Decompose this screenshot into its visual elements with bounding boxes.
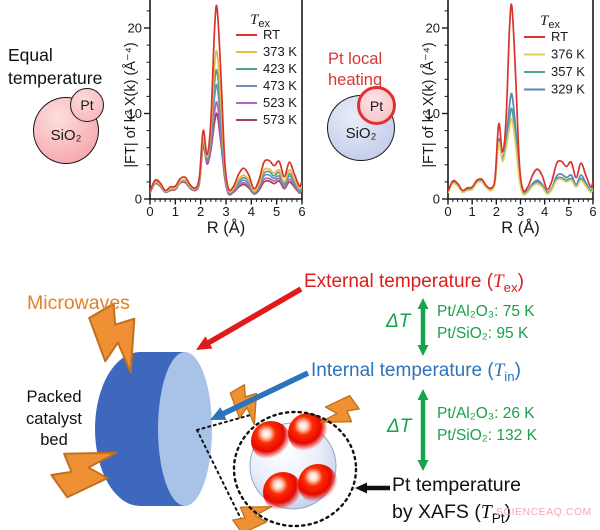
x-tick-label: 4 — [248, 204, 255, 219]
external-temperature-label: External temperature (Tex) — [304, 271, 524, 295]
x-axis-label: R (Å) — [207, 218, 246, 237]
pt-local-heating-line2: heating — [328, 71, 383, 89]
chart-2: 0 10 20 0 1 2 3 4 5 6 R (Å) |FT| of k³ X(k) (Å⁻⁴) Te… — [420, 0, 597, 237]
x-tick-label: 5 — [565, 204, 572, 219]
legend-label-373 K: 373 K — [263, 44, 297, 59]
x-tick-label: 6 — [298, 204, 305, 219]
pt-temperature-label: Pt temperature by XAFS (TPt) — [392, 474, 521, 526]
delta-t-2-row-silica: Pt/SiO₂: 132 K — [437, 427, 537, 444]
pt-local-heating-line1: Pt local — [328, 50, 383, 68]
x-tick-label: 3 — [517, 204, 524, 219]
cylinder-face — [158, 352, 212, 506]
x-tick-label: 1 — [172, 204, 179, 219]
x-tick-label: 3 — [222, 204, 229, 219]
y-tick-label: 10 — [128, 106, 142, 121]
curve-376 K — [448, 117, 593, 196]
legend-title: Tex — [540, 13, 560, 31]
delta-t-1-arrow — [417, 298, 429, 356]
microwave-bolt-icon-top — [88, 302, 136, 374]
legend-title: Tex — [250, 12, 270, 30]
pt-particle-heating: Pt — [357, 86, 396, 125]
pt-particle-equal: Pt — [70, 88, 104, 122]
x-tick-label: 4 — [541, 204, 548, 219]
external-temp-arrow — [196, 286, 303, 350]
catalyst-bed-cylinder — [95, 352, 212, 506]
curves — [150, 4, 302, 196]
microwave-bolt-icon-bottom — [50, 451, 118, 499]
watermark: SCIENCEAQ.COM — [496, 506, 592, 518]
y-axis-label: |FT| of k³ X(k) (Å⁻⁴) — [122, 42, 139, 167]
pt-nanoparticle-2 — [288, 413, 328, 453]
x-tick-label: 2 — [197, 204, 204, 219]
microwaves-label: Microwaves — [27, 292, 130, 314]
pt-temp-arrow — [355, 482, 390, 494]
delta-t-2-arrow — [417, 389, 429, 471]
legend-label-473 K: 473 K — [263, 78, 297, 93]
legend-label-RT: RT — [551, 29, 568, 44]
y-tick-label: 20 — [426, 21, 440, 36]
magnifier-circle — [232, 410, 358, 528]
chart-1: 0 10 20 0 1 2 3 4 5 6 R (Å) |FT| of k³ X(k) (Å⁻⁴) Te… — [122, 0, 306, 237]
delta-t-1-row-silica: Pt/SiO₂: 95 K — [437, 325, 529, 342]
internal-temp-arrow — [210, 370, 310, 420]
pt-label: Pt — [369, 97, 384, 114]
sio2-label: SiO₂ — [345, 124, 377, 142]
packed-catalyst-bed-label: Packed catalyst bed — [26, 388, 82, 449]
pt-local-heating-label: Pt local heating — [328, 49, 382, 91]
internal-temperature-label: Internal temperature (Tin) — [311, 360, 521, 384]
magnifier-leg-bottom — [196, 429, 242, 520]
curve-RT — [448, 3, 593, 193]
equal-temperature-line1: Equal — [8, 45, 53, 65]
curves — [448, 3, 593, 196]
pt-label: Pt — [80, 97, 94, 113]
y-tick-label: 20 — [128, 21, 142, 36]
x-axis-label: R (Å) — [501, 218, 540, 237]
pt-nanoparticle-4 — [298, 464, 338, 504]
x-tick-label: 0 — [146, 204, 153, 219]
delta-t-1-row-alumina: Pt/Al₂O₃: 75 K — [437, 303, 535, 320]
y-tick-label: 0 — [135, 192, 142, 207]
equal-temperature-label: Equal temperature — [8, 44, 102, 90]
pt-nanoparticle-1 — [251, 421, 291, 461]
microwave-bolt-icon-np-bottom — [232, 505, 273, 530]
legend-label-523 K: 523 K — [263, 95, 297, 110]
equal-temperature-line2: temperature — [8, 68, 103, 88]
delta-t-2-row-alumina: Pt/Al₂O₃: 26 K — [437, 405, 535, 422]
pt-nanoparticle-3 — [263, 472, 303, 512]
delta-t-1-values: Pt/Al₂O₃: 75 K Pt/SiO₂: 95 K — [437, 301, 535, 345]
legend-label-573 K: 573 K — [263, 112, 297, 127]
legend-label-329 K: 329 K — [551, 82, 585, 97]
x-tick-label: 1 — [469, 204, 476, 219]
microwave-bolt-icon-np-right — [319, 394, 360, 424]
legend-label-357 K: 357 K — [551, 64, 585, 79]
y-tick-label: 0 — [433, 192, 440, 207]
y-axis-label: |FT| of k³ X(k) (Å⁻⁴) — [420, 42, 437, 167]
legend-label-423 K: 423 K — [263, 61, 297, 76]
legend-label-376 K: 376 K — [551, 47, 585, 62]
sio2-label: SiO₂ — [50, 127, 82, 144]
delta-t-2-label: ΔT — [387, 416, 412, 437]
legend-label-RT: RT — [263, 27, 280, 42]
curve-RT — [150, 4, 302, 192]
magnifier-leg-top — [196, 413, 255, 431]
microwave-diagram — [50, 286, 429, 530]
x-tick-label: 5 — [273, 204, 280, 219]
y-tick-label: 10 — [426, 106, 440, 121]
x-tick-label: 6 — [589, 204, 596, 219]
x-tick-label: 2 — [493, 204, 500, 219]
x-tick-label: 0 — [444, 204, 451, 219]
delta-t-1-label: ΔT — [386, 311, 411, 332]
delta-t-2-values: Pt/Al₂O₃: 26 K Pt/SiO₂: 132 K — [437, 403, 537, 447]
